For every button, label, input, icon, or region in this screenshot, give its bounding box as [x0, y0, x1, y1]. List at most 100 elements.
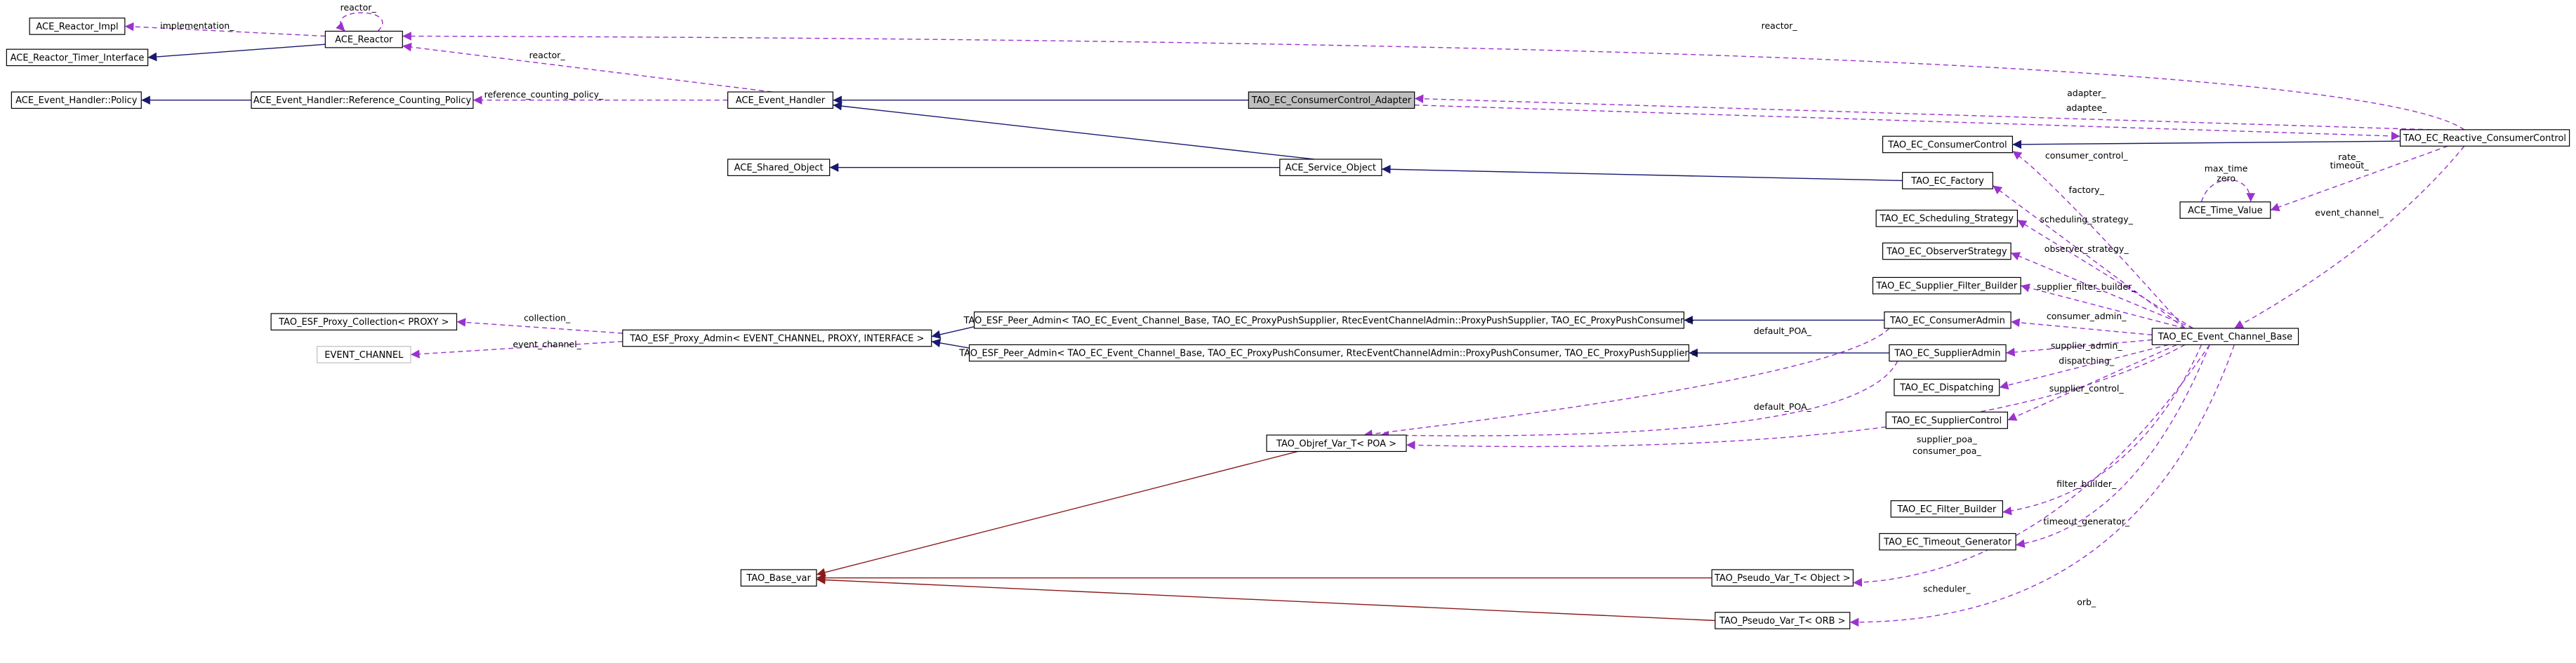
node-box — [1266, 434, 1407, 453]
node-box — [1894, 378, 2000, 396]
class-node: EVENT_CHANNEL — [317, 346, 411, 363]
node-label: TAO_EC_ConsumerControl — [1887, 140, 2007, 150]
usage-edge — [2233, 145, 2465, 329]
node-label: TAO_Pseudo_Var_T< Object > — [1714, 573, 1851, 584]
node-box — [1902, 172, 1993, 189]
class-node: TAO_ESF_Proxy_Collection< PROXY > — [270, 313, 458, 330]
edge-label: supplier_filter_builder_ — [2037, 281, 2136, 292]
class-node: ACE_Event_Handler::Reference_Counting_Po… — [251, 91, 474, 109]
class-node: TAO_EC_ConsumerAdmin — [1884, 311, 2012, 329]
edge-label: adaptee_ — [2066, 102, 2107, 113]
node-label: ACE_Event_Handler::Policy — [15, 95, 138, 106]
class-node: ACE_Reactor — [324, 30, 403, 48]
edge-label: consumer_poa_ — [1913, 446, 1981, 456]
usage-edge — [2011, 318, 2153, 336]
node-label: TAO_EC_Factory — [1910, 176, 1984, 187]
node-box — [317, 346, 411, 363]
node-box — [727, 159, 831, 176]
class-node: ACE_Reactor_Timer_Interface — [6, 48, 149, 67]
edge-label: reactor_ — [529, 50, 566, 60]
node-box — [622, 329, 932, 347]
node-box — [1890, 500, 2003, 518]
usage-edge — [2012, 150, 2186, 329]
usage-edge — [2002, 344, 2202, 516]
nodes: ACE_Reactor_Impl ACE_Reactor_Timer_Interf… — [6, 18, 2570, 629]
class-node: TAO_EC_Factory — [1902, 172, 1993, 189]
class-node: TAO_Objref_Var_T< POA > — [1266, 434, 1407, 453]
node-box — [270, 313, 458, 330]
node-label: ACE_Service_Object — [1286, 163, 1376, 173]
node-label: TAO_ESF_Proxy_Admin< EVENT_CHANNEL, PROX… — [629, 334, 924, 344]
usage-edge — [410, 341, 623, 359]
edge-label: consumer_admin_ — [2047, 311, 2127, 321]
class-node: TAO_EC_Timeout_Generator — [1879, 533, 2016, 551]
usage-edge — [1406, 344, 2186, 450]
usage-edge — [1414, 105, 2400, 141]
node-label: TAO_ESF_Peer_Admin< TAO_EC_Event_Channel… — [958, 349, 1699, 359]
node-box — [968, 344, 1690, 362]
node-label: TAO_EC_Scheduling_Strategy — [1880, 214, 2014, 225]
node-box — [1882, 135, 2014, 154]
class-node: TAO_EC_Filter_Builder — [1890, 500, 2003, 518]
edge-label: supplier_poa_ — [1917, 434, 1978, 445]
edge-label: zero — [2217, 173, 2235, 184]
edge-label: timeout_generator_ — [2043, 516, 2130, 527]
node-label: ACE_Reactor — [335, 35, 393, 46]
usage-edge — [2200, 179, 2255, 202]
node-box — [1885, 411, 2008, 429]
usage-edge — [2010, 252, 2194, 329]
usage-edge — [1363, 328, 1890, 438]
edge-label: default_POA_ — [1754, 401, 1812, 412]
inheritance-edge — [147, 43, 326, 62]
node-label: TAO_EC_Supplier_Filter_Builder — [1875, 281, 2018, 292]
node-box — [324, 30, 403, 48]
edge-label: supplier_admin_ — [2051, 340, 2122, 351]
edge-label: event_channel_ — [513, 339, 581, 349]
node-label: TAO_ESF_Peer_Admin< TAO_EC_Event_Channel… — [963, 316, 1695, 326]
class-node: ACE_Shared_Object — [727, 159, 831, 176]
node-label: TAO_EC_ConsumerAdmin — [1889, 316, 2005, 326]
node-label: TAO_EC_Dispatching — [1899, 383, 1993, 394]
usage-edge — [2270, 145, 2448, 212]
usage-edge — [1992, 185, 2186, 329]
edge-label: max_time — [2205, 163, 2248, 174]
node-box — [2400, 129, 2570, 147]
class-node: TAO_Pseudo_Var_T< Object > — [1711, 569, 1854, 587]
node-box — [1889, 344, 2007, 362]
usage-edge — [2015, 344, 2210, 549]
usage-edge — [2007, 344, 2177, 421]
edge-label: rate_ — [2338, 152, 2360, 162]
edge-label: consumer_control_ — [2045, 150, 2128, 161]
template-edge — [816, 575, 1715, 622]
node-box — [1879, 533, 2016, 551]
class-node: TAO_ESF_Peer_Admin< TAO_EC_Event_Channel… — [963, 311, 1695, 329]
usage-edge — [1999, 344, 2169, 390]
node-label: TAO_Pseudo_Var_T< ORB > — [1719, 616, 1846, 627]
edge-label: adapter_ — [2067, 88, 2106, 98]
node-label: TAO_EC_ConsumerControl_Adapter — [1251, 95, 1412, 106]
class-node: TAO_EC_Supplier_Filter_Builder — [1872, 276, 2021, 295]
edge-label: orb_ — [2077, 596, 2096, 607]
class-node: TAO_EC_Scheduling_Strategy — [1875, 209, 2019, 227]
edge-label: scheduling_strategy_ — [2040, 214, 2134, 225]
class-node: TAO_EC_SupplierAdmin — [1889, 344, 2007, 362]
usage-edge — [402, 42, 772, 93]
node-label: ACE_Event_Handler — [736, 95, 826, 106]
usage-edge — [1853, 344, 2210, 587]
edge-label: collection_ — [524, 312, 571, 323]
node-box — [1715, 612, 1851, 629]
node-box — [6, 48, 149, 67]
usage-edge — [1414, 94, 2432, 130]
class-node: ACE_Event_Handler — [727, 91, 833, 109]
class-node: ACE_Time_Value — [2179, 201, 2271, 219]
node-label: ACE_Time_Value — [2188, 206, 2262, 216]
usage-edge — [456, 318, 623, 334]
class-node: ACE_Service_Object — [1279, 159, 1382, 176]
node-box — [2179, 201, 2271, 219]
node-label: ACE_Reactor_Timer_Interface — [11, 53, 145, 63]
node-label: TAO_EC_Reactive_ConsumerControl — [2403, 133, 2566, 144]
node-label: ACE_Event_Handler::Reference_Counting_Po… — [253, 95, 472, 106]
edge-label: filter_builder_ — [2056, 478, 2117, 489]
node-box — [1884, 311, 2012, 329]
